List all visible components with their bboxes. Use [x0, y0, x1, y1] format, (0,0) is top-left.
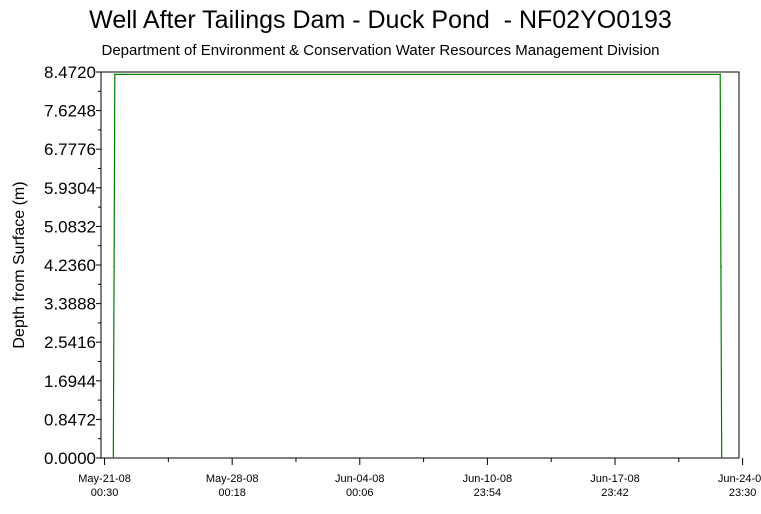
y-tick-label: 5.0832 — [44, 217, 96, 236]
x-tick-time: 00:30 — [91, 487, 119, 499]
y-tick-label: 8.4720 — [44, 63, 96, 82]
y-tick-label: 5.9304 — [44, 179, 96, 198]
x-tick-time: 23:54 — [474, 487, 502, 499]
y-tick-label: 3.3888 — [44, 295, 96, 314]
series-group — [112, 73, 723, 459]
y-axis-label: Depth from Surface (m) — [11, 181, 28, 348]
y-tick-label: 6.7776 — [44, 140, 96, 159]
x-tick-time: 00:18 — [218, 487, 246, 499]
x-tick-time: 23:42 — [601, 487, 629, 499]
y-tick-label: 4.2360 — [44, 256, 96, 275]
chart-subtitle: Department of Environment & Conservation… — [101, 42, 660, 59]
data-point — [114, 73, 116, 76]
data-point — [112, 457, 115, 459]
x-tick-date: Jun-04-08 — [335, 473, 385, 485]
x-tick-time: 23:30 — [729, 487, 757, 499]
x-tick-date: May-21-08 — [78, 473, 131, 485]
y-tick-label: 1.6944 — [44, 372, 96, 391]
x-tick-time: 00:06 — [346, 487, 374, 499]
x-tick-date: Jun-17-08 — [590, 473, 640, 485]
chart-title: Well After Tailings Dam - Duck Pond - NF… — [89, 6, 672, 34]
y-tick-label: 0.8472 — [44, 410, 96, 429]
y-tick-label: 7.6248 — [44, 102, 96, 121]
x-tick-date: Jun-24-08 — [718, 473, 761, 485]
x-tick-date: Jun-10-08 — [463, 473, 513, 485]
series-line — [112, 73, 723, 459]
x-tick-date: May-28-08 — [206, 473, 259, 485]
data-point — [720, 457, 723, 459]
y-tick-label: 0.0000 — [44, 449, 96, 468]
y-axis: 8.4720 7.6248 6.7776 5.9304 5.0832 4.2360 3.38… — [44, 63, 101, 468]
data-point — [113, 265, 115, 268]
data-point — [719, 73, 721, 76]
x-axis: May-21-08 00:30 May-28-08 00:18 Jun-04-08 00:… — [78, 458, 761, 499]
data-point — [720, 265, 722, 268]
y-tick-label: 2.5416 — [44, 333, 96, 352]
plot-area — [100, 71, 740, 459]
